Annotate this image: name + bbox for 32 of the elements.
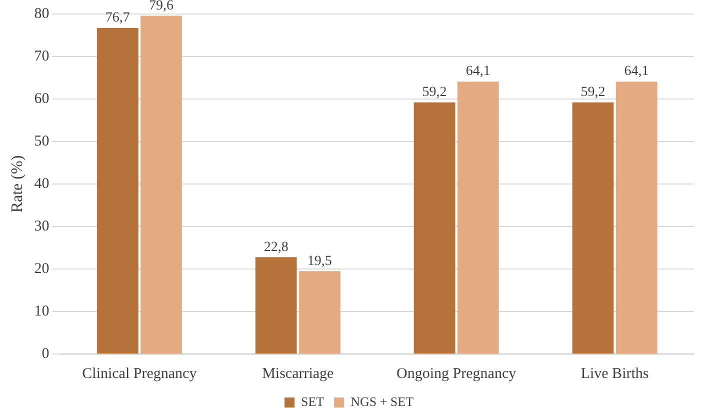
x-tick-label: Clinical Pregnancy: [82, 366, 198, 382]
bar: [414, 102, 456, 354]
data-label: 79,6: [148, 0, 174, 14]
y-tick-label: 30: [34, 218, 50, 234]
bar: [96, 28, 138, 354]
bar: [255, 257, 297, 354]
data-label: 76,7: [105, 10, 130, 26]
legend-label: NGS + SET: [350, 394, 414, 409]
bar: [457, 82, 499, 354]
y-tick-label: 0: [42, 346, 50, 362]
bar: [616, 82, 658, 354]
y-tick-label: 60: [34, 90, 50, 107]
y-tick-label: 10: [34, 303, 50, 320]
y-tick-label: 40: [34, 176, 50, 192]
data-label: 64,1: [624, 64, 649, 80]
y-axis-title: Rate (%): [8, 155, 26, 213]
x-tick-label: Miscarriage: [262, 366, 334, 382]
y-tick-label: 50: [34, 133, 50, 150]
bar: [572, 102, 614, 354]
data-label: 59,2: [422, 85, 447, 100]
x-tick-label: Live Births: [580, 366, 649, 382]
y-tick-label: 80: [34, 6, 50, 22]
data-label: 22,8: [264, 240, 288, 255]
bar: [298, 271, 340, 354]
data-label: 64,1: [466, 64, 490, 80]
data-label: 19,5: [307, 254, 332, 269]
bar: [140, 16, 182, 354]
data-label: 59,2: [580, 85, 606, 100]
legend-label: SET: [300, 394, 324, 409]
y-tick-label: 70: [34, 48, 50, 64]
x-tick-label: Ongoing Pregnancy: [396, 366, 517, 382]
y-tick-label: 20: [34, 260, 50, 277]
